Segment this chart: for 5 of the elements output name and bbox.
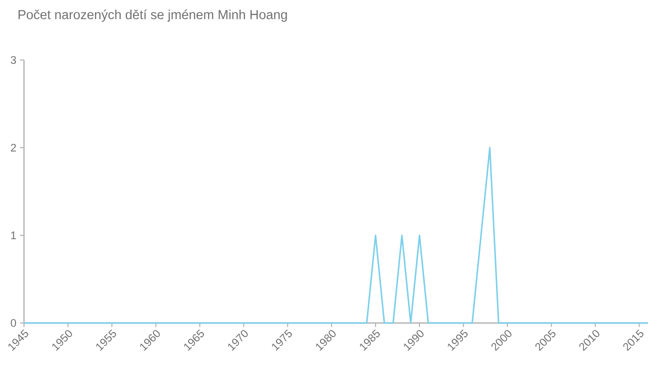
y-tick-label: 3 xyxy=(10,56,16,64)
chart-title: Počet narozených dětí se jménem Minh Hoang xyxy=(18,10,287,22)
y-tick-label: 1 xyxy=(11,232,16,240)
y-tick-label: 2 xyxy=(10,144,16,152)
y-tick-label: 0 xyxy=(10,319,16,327)
